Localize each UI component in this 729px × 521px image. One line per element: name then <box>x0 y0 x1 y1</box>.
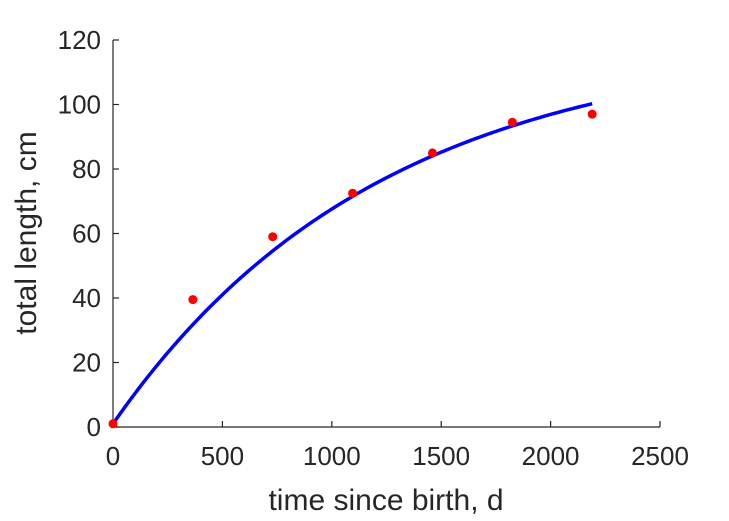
data-point <box>348 188 358 198</box>
y-tick-label: 60 <box>72 219 101 249</box>
y-axis-title: total length, cm <box>10 131 43 334</box>
data-points-layer <box>108 109 597 429</box>
y-tick-label: 40 <box>72 283 101 313</box>
x-tick-label: 500 <box>201 441 244 471</box>
data-point <box>587 109 597 119</box>
y-tick-label: 100 <box>58 90 101 120</box>
data-point <box>507 117 517 127</box>
data-point <box>108 419 118 429</box>
x-tick-label: 2500 <box>631 441 689 471</box>
fit-curve-layer <box>111 101 593 425</box>
y-tick-label: 20 <box>72 348 101 378</box>
y-tick-label: 0 <box>87 412 101 442</box>
data-point <box>268 232 278 242</box>
fit-curve <box>111 101 593 425</box>
data-point <box>427 148 437 158</box>
x-tick-label: 1500 <box>412 441 470 471</box>
x-tick-label: 1000 <box>303 441 361 471</box>
y-tick-label: 80 <box>72 154 101 184</box>
x-tick-label: 0 <box>106 441 120 471</box>
axes: 0 500 1000 1500 2000 2500 0 20 40 60 80 100 120 <box>58 25 689 471</box>
data-point <box>188 295 198 305</box>
y-tick-label: 120 <box>58 25 101 55</box>
x-tick-label: 2000 <box>522 441 580 471</box>
x-axis-title: time since birth, d <box>268 484 503 517</box>
